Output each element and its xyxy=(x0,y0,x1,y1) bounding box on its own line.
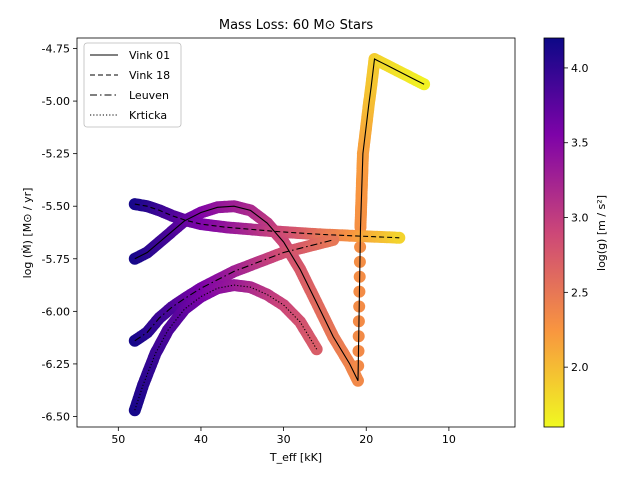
colorbar-tick-label: 4.0 xyxy=(571,62,589,75)
colorbar-tick-label: 2.0 xyxy=(571,361,589,374)
y-tick-label: -5.00 xyxy=(42,95,70,108)
x-tick-label: 40 xyxy=(194,433,208,446)
x-axis-label: T_eff [kK] xyxy=(269,451,322,464)
x-axis: 50 40 30 20 10 xyxy=(111,427,456,446)
x-tick-label: 50 xyxy=(111,433,125,446)
x-tick-label: 20 xyxy=(359,433,373,446)
plot-lines xyxy=(134,58,425,411)
colorbar-tick-label: 2.5 xyxy=(571,286,589,299)
colorbar-label: log(g) [m / s²] xyxy=(595,195,608,271)
legend-label: Vink 01 xyxy=(129,49,170,62)
y-axis-label: log (Ṁ) [M⊙ / yr] xyxy=(21,188,34,279)
legend: Vink 01 Vink 18 Leuven Krticka xyxy=(83,42,182,128)
legend-label: Leuven xyxy=(129,89,169,102)
y-tick-label: -6.50 xyxy=(42,410,70,423)
colorbar: 2.0 2.5 3.0 3.5 4.0 xyxy=(543,37,589,428)
x-tick-label: 10 xyxy=(442,433,456,446)
y-tick-label: -5.75 xyxy=(42,253,70,266)
y-tick-label: -5.25 xyxy=(42,148,70,161)
series-line xyxy=(134,58,425,381)
legend-label: Vink 18 xyxy=(129,69,170,82)
colorbar-tick-label: 3.0 xyxy=(571,212,589,225)
legend-box xyxy=(83,42,182,128)
colorbar-bar xyxy=(543,37,565,428)
legend-label: Krticka xyxy=(129,109,167,122)
y-tick-label: -6.25 xyxy=(42,358,70,371)
y-tick-label: -6.00 xyxy=(42,305,70,318)
chart-title: Mass Loss: 60 M⊙ Stars xyxy=(219,18,373,33)
data-point xyxy=(327,233,340,246)
x-tick-label: 30 xyxy=(277,433,291,446)
colorbar-tick-label: 3.5 xyxy=(571,137,589,150)
y-tick-label: -5.50 xyxy=(42,200,70,213)
y-axis: -4.75 -5.00 -5.25 -5.50 -5.75 -6.00 -6.25 -6.50 xyxy=(42,43,77,423)
plot-frame xyxy=(76,37,516,428)
series-line xyxy=(134,239,334,342)
series-line xyxy=(134,203,400,239)
y-tick-label: -4.75 xyxy=(42,43,70,56)
